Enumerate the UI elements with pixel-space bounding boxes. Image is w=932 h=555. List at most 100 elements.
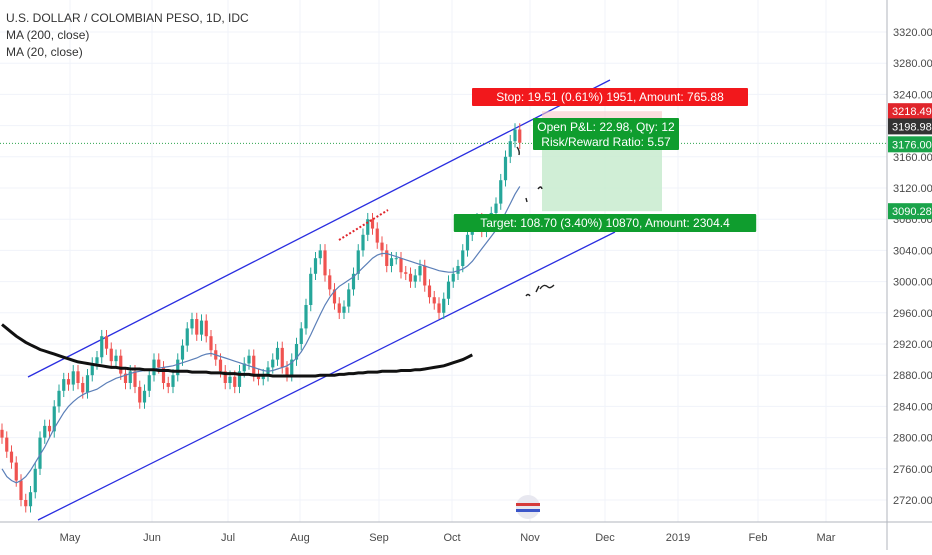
y-tick-label: 2840.00	[893, 401, 932, 413]
candle-body	[304, 305, 308, 329]
ma20-line	[1, 186, 521, 484]
candle-body	[123, 373, 128, 383]
candle-body	[204, 320, 208, 337]
candle-body	[394, 258, 398, 260]
candle-body	[299, 328, 303, 344]
candle-body	[228, 376, 232, 383]
indicator-ma200[interactable]: MA (200, close)	[6, 28, 90, 42]
open-pl-label: Open P&L: 22.98, Qty: 12	[537, 120, 675, 134]
flag-icon-stripe	[516, 509, 540, 512]
candle-body	[85, 375, 90, 393]
price-badge-label: 3090.28	[892, 206, 932, 218]
candle-body	[90, 363, 94, 376]
candle-body	[423, 266, 427, 286]
candle-body	[66, 379, 71, 385]
channel-upper-line	[27, 79, 611, 378]
candle-body	[185, 328, 189, 346]
candle-body	[33, 468, 37, 493]
indicator-ma20[interactable]: MA (20, close)	[6, 45, 83, 59]
candle-body	[133, 371, 137, 387]
candle-body	[494, 203, 498, 213]
candle-body	[375, 228, 379, 243]
candle-body	[104, 336, 109, 349]
candle-body	[513, 129, 517, 142]
candle-body	[71, 371, 75, 385]
candle-body	[413, 275, 417, 282]
x-tick-label: 2019	[666, 532, 690, 544]
candle-body	[109, 348, 113, 362]
price-badge-label: 3218.49	[892, 106, 932, 118]
candle-body	[24, 500, 28, 507]
candle-body	[318, 250, 322, 259]
candle-body	[328, 275, 332, 290]
candle-body	[361, 234, 365, 251]
candle-body	[166, 383, 170, 387]
price-badge	[888, 136, 932, 153]
y-tick-label: 3040.00	[893, 245, 932, 257]
candle-body	[157, 359, 161, 368]
y-tick-label: 2920.00	[893, 339, 932, 351]
candle-body	[370, 219, 375, 229]
candle-body	[380, 242, 384, 251]
y-tick-label: 2800.00	[893, 433, 932, 445]
price-badge	[888, 103, 932, 120]
candle-body	[427, 285, 432, 298]
candle-body	[171, 375, 175, 387]
x-tick-label: Nov	[520, 532, 540, 544]
y-tick-label: 3320.00	[893, 27, 932, 39]
stop-label-bg	[472, 88, 748, 106]
candle-body	[461, 250, 465, 266]
candle-body	[100, 336, 104, 358]
candle-body	[508, 141, 512, 157]
freehand-mark	[525, 284, 555, 297]
candle-body	[138, 386, 142, 403]
x-tick-label: Sep	[369, 532, 389, 544]
candle-body	[442, 298, 446, 313]
candle-body	[309, 273, 313, 305]
x-tick-label: Jun	[143, 532, 161, 544]
candle-body	[199, 320, 204, 335]
price-badge	[888, 203, 932, 220]
candle-body	[9, 451, 14, 463]
candle-body	[347, 289, 351, 307]
candle-body	[323, 250, 327, 276]
candle-body	[242, 363, 246, 372]
candle-body	[366, 219, 370, 235]
y-tick-label: 3280.00	[893, 58, 932, 70]
candle-body	[518, 129, 522, 143]
candle-body	[351, 273, 356, 290]
candle-body	[161, 367, 166, 383]
x-tick-label: Aug	[290, 532, 310, 544]
candle-body	[389, 258, 394, 266]
target-label-bg	[453, 214, 757, 232]
candle-body	[408, 273, 413, 282]
candle-body	[385, 250, 389, 266]
candle-body	[43, 425, 47, 438]
flag-icon-circle	[516, 495, 540, 519]
candle-body	[342, 306, 346, 313]
candle-body	[337, 303, 341, 313]
x-tick-label: Oct	[443, 532, 460, 544]
candle-body	[114, 355, 118, 362]
candle-body	[275, 347, 280, 360]
candle-body	[28, 492, 33, 507]
candle-body	[223, 371, 227, 383]
candle-body	[47, 425, 52, 432]
candle-body	[261, 375, 265, 380]
x-tick-label: Jul	[221, 532, 235, 544]
candle-body	[38, 437, 42, 469]
freehand-mark	[516, 146, 520, 156]
candle-body	[5, 437, 9, 452]
x-tick-label: Mar	[817, 532, 836, 544]
candle-body	[399, 258, 403, 273]
candle-body	[271, 359, 275, 368]
candle-body	[499, 180, 503, 204]
pl-box	[533, 118, 679, 150]
freehand-mark	[525, 197, 528, 203]
freehand-mark	[537, 186, 543, 190]
ma200-line	[1, 323, 473, 378]
y-tick-label: 3120.00	[893, 183, 932, 195]
y-tick-label: 2760.00	[893, 464, 932, 476]
